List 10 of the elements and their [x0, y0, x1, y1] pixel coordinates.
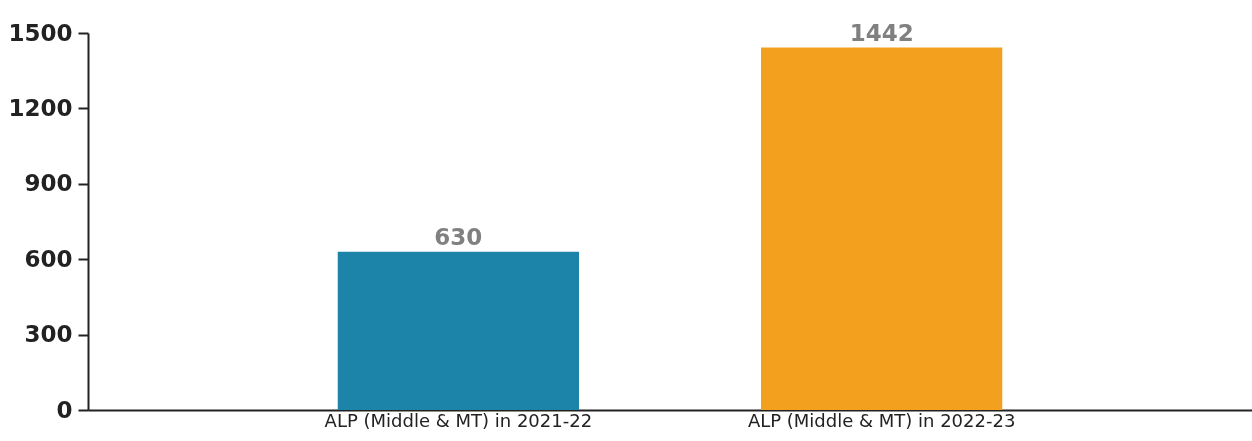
x-tick-label: ALP (Middle & MT) in 2021-22: [324, 409, 593, 431]
y-tick-label: 0: [56, 396, 73, 423]
y-tick-label: 900: [24, 170, 73, 197]
x-tick-label: ALP (Middle & MT) in 2022-23: [747, 409, 1016, 431]
data-label: 1442: [849, 19, 914, 46]
y-tick-label: 1200: [8, 94, 73, 121]
y-tick-label: 300: [24, 321, 73, 348]
y-tick-label: 600: [24, 245, 73, 272]
y-tick-label: 1500: [8, 19, 73, 46]
data-label: 630: [434, 223, 483, 250]
